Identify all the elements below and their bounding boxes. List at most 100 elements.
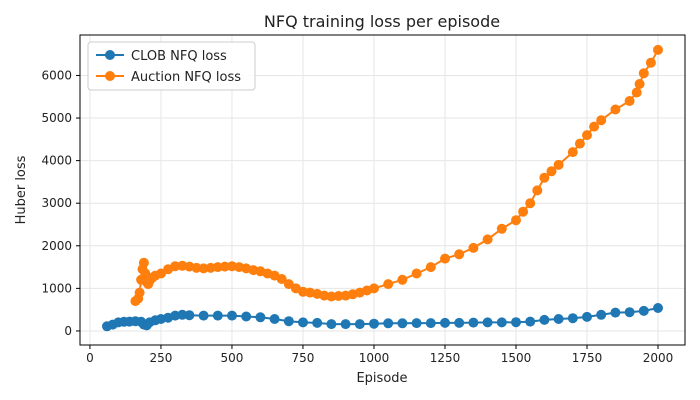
x-tick-label: 500 bbox=[221, 351, 244, 365]
data-point-auction bbox=[134, 287, 145, 298]
x-tick-label: 750 bbox=[292, 351, 315, 365]
data-point-auction bbox=[369, 283, 379, 294]
x-tick-label: 250 bbox=[149, 351, 172, 365]
data-point-clob bbox=[241, 311, 252, 322]
data-point-clob bbox=[468, 317, 479, 328]
data-point-auction bbox=[383, 279, 394, 290]
data-point-auction bbox=[219, 261, 230, 272]
x-tick-label: 2000 bbox=[643, 351, 674, 365]
data-point-clob bbox=[411, 318, 422, 329]
data-point-auction bbox=[170, 261, 181, 272]
data-point-auction bbox=[333, 291, 344, 301]
data-point-clob bbox=[525, 316, 536, 327]
data-point-clob bbox=[383, 318, 394, 329]
data-point-clob bbox=[624, 307, 635, 318]
data-point-clob bbox=[653, 303, 663, 313]
data-point-auction bbox=[198, 263, 209, 274]
data-point-clob bbox=[397, 318, 408, 329]
data-point-clob bbox=[440, 317, 450, 328]
axes: 0 250 500 750 1000 1250 1500 1750 2000 0 1000 2000 3… bbox=[41, 68, 673, 365]
y-tick-label: 2000 bbox=[41, 239, 72, 253]
data-point-clob bbox=[354, 319, 365, 330]
data-point-auction bbox=[582, 130, 592, 141]
x-tick-label: 1250 bbox=[430, 351, 461, 365]
data-point-clob bbox=[582, 311, 592, 322]
data-point-auction bbox=[212, 262, 223, 273]
data-point-auction bbox=[496, 223, 507, 234]
data-point-clob bbox=[283, 316, 294, 327]
y-tick-label: 5000 bbox=[41, 111, 72, 125]
plot-frame bbox=[79, 34, 686, 346]
data-point-auction bbox=[589, 121, 600, 132]
data-point-auction bbox=[440, 253, 450, 264]
legend-marker-auction bbox=[105, 71, 115, 81]
x-tick-label: 1500 bbox=[501, 351, 532, 365]
series-layer bbox=[102, 44, 663, 332]
data-point-auction bbox=[276, 274, 287, 284]
data-point-auction bbox=[525, 198, 536, 209]
data-point-auction bbox=[191, 262, 202, 273]
y-axis-label: Huber loss bbox=[14, 155, 29, 224]
data-point-clob bbox=[482, 317, 493, 328]
data-point-clob bbox=[212, 310, 223, 321]
data-point-clob bbox=[269, 314, 280, 324]
data-point-auction bbox=[511, 215, 521, 226]
legend-marker-clob bbox=[105, 50, 115, 60]
y-tick-label: 3000 bbox=[41, 196, 72, 210]
x-tick-label: 1750 bbox=[572, 351, 603, 365]
data-point-auction bbox=[539, 172, 550, 183]
legend-box bbox=[87, 41, 256, 91]
x-tick-label: 1000 bbox=[359, 351, 390, 365]
data-point-auction bbox=[553, 159, 564, 170]
data-point-auction bbox=[138, 257, 149, 268]
data-point-clob bbox=[511, 317, 521, 328]
data-point-clob bbox=[184, 310, 195, 321]
data-point-auction bbox=[610, 104, 621, 115]
y-tick-label: 4000 bbox=[41, 154, 72, 168]
data-point-clob bbox=[567, 313, 578, 324]
legend-label-auction: Auction NFQ loss bbox=[131, 70, 241, 85]
data-point-auction bbox=[634, 79, 645, 89]
data-point-auction bbox=[624, 96, 635, 106]
data-point-clob bbox=[425, 318, 436, 329]
data-point-clob bbox=[496, 317, 507, 328]
x-tick-label: 0 bbox=[86, 351, 94, 365]
data-point-clob bbox=[340, 319, 351, 330]
data-point-auction bbox=[546, 166, 557, 177]
chart-title: NFQ training loss per episode bbox=[264, 12, 500, 31]
data-point-clob bbox=[553, 314, 564, 324]
data-point-clob bbox=[539, 314, 550, 325]
data-point-clob bbox=[198, 310, 209, 321]
data-point-auction bbox=[397, 274, 408, 285]
data-point-clob bbox=[312, 317, 323, 328]
data-point-clob bbox=[369, 318, 379, 329]
data-point-auction bbox=[638, 68, 649, 79]
data-point-clob bbox=[177, 309, 188, 320]
data-point-auction bbox=[596, 115, 607, 126]
y-tick-label: 0 bbox=[64, 324, 72, 338]
x-axis-label: Episode bbox=[356, 371, 407, 386]
grid bbox=[80, 35, 685, 345]
legend-label-clob: CLOB NFQ loss bbox=[131, 49, 227, 64]
data-point-auction bbox=[532, 185, 543, 196]
legend: CLOB NFQ loss Auction NFQ loss bbox=[87, 41, 256, 91]
data-point-auction bbox=[631, 87, 642, 98]
data-point-auction bbox=[482, 234, 493, 245]
data-point-clob bbox=[610, 307, 621, 318]
data-point-auction bbox=[411, 268, 422, 279]
data-point-auction bbox=[567, 147, 578, 158]
data-point-clob bbox=[326, 319, 337, 330]
y-tick-label: 6000 bbox=[41, 68, 72, 82]
data-point-auction bbox=[326, 291, 337, 302]
data-point-auction bbox=[468, 242, 479, 253]
data-point-clob bbox=[596, 309, 607, 320]
data-point-auction bbox=[645, 57, 656, 68]
data-point-clob bbox=[298, 317, 308, 328]
data-point-auction bbox=[518, 206, 529, 217]
data-point-auction bbox=[454, 249, 465, 260]
data-point-clob bbox=[255, 312, 266, 323]
data-point-auction bbox=[653, 44, 663, 55]
data-point-auction bbox=[574, 138, 585, 149]
data-point-clob bbox=[638, 305, 649, 316]
